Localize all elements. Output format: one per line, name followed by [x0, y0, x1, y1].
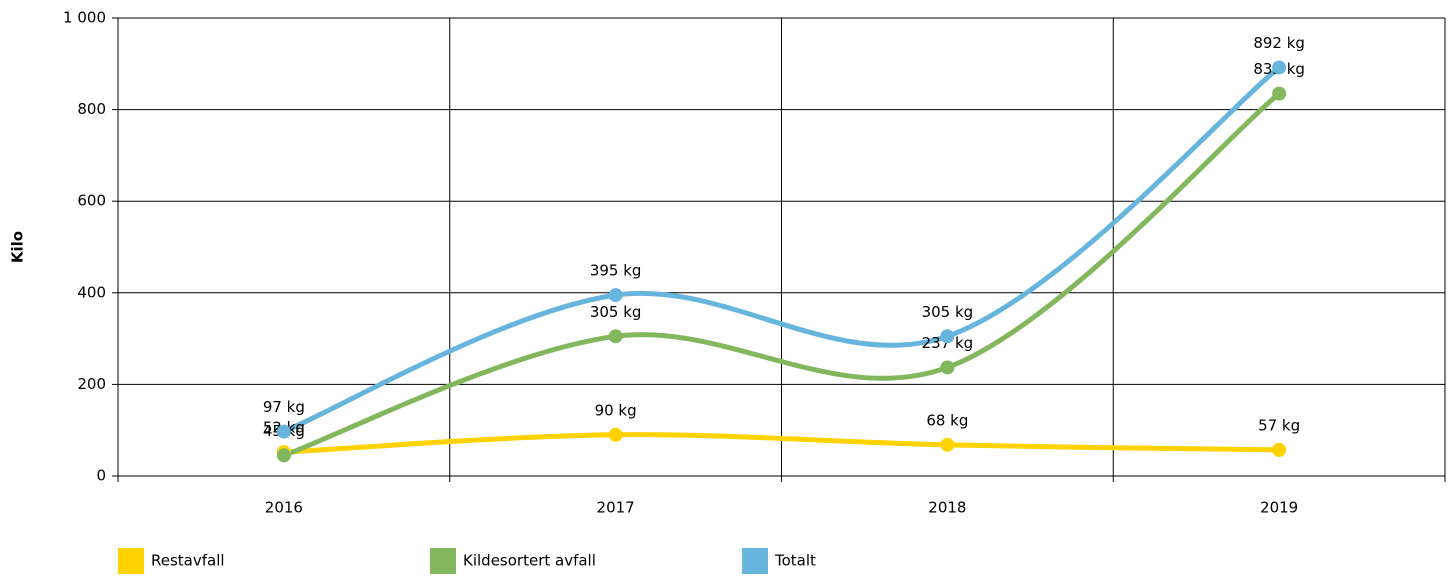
series-line — [283, 91, 1281, 458]
legend-label: Totalt — [774, 552, 816, 570]
data-point — [276, 424, 291, 439]
data-point — [1272, 442, 1287, 457]
data-point — [940, 329, 955, 344]
legend-swatch — [430, 548, 456, 574]
y-tick-label: 400 — [77, 283, 106, 301]
data-label: 57 kg — [1258, 416, 1300, 434]
legend-label: Restavfall — [151, 552, 225, 570]
data-label: 97 kg — [263, 398, 305, 416]
legend-swatch — [118, 548, 144, 574]
x-tick-label: 2016 — [265, 499, 303, 517]
data-point — [1272, 60, 1287, 75]
data-point — [1272, 86, 1287, 101]
legend-swatch — [742, 548, 768, 574]
data-label: 892 kg — [1253, 34, 1305, 52]
data-label: 305 kg — [922, 303, 974, 321]
y-tick-label: 600 — [77, 192, 106, 210]
x-tick-label: 2019 — [1260, 499, 1298, 517]
x-tick-label: 2018 — [928, 499, 966, 517]
legend-label: Kildesortert avfall — [463, 552, 596, 570]
series-line — [282, 65, 1281, 434]
data-point — [940, 360, 955, 375]
data-point — [608, 427, 623, 442]
data-label: 68 kg — [926, 411, 968, 429]
y-axis-label: Kilo — [9, 231, 27, 263]
y-tick-label: 0 — [96, 467, 106, 485]
x-tick-label: 2017 — [597, 499, 635, 517]
data-point — [608, 288, 623, 303]
data-point — [940, 437, 955, 452]
y-tick-label: 1 000 — [63, 9, 106, 27]
y-tick-label: 800 — [77, 100, 106, 118]
data-point — [608, 329, 623, 344]
data-label: 395 kg — [590, 262, 642, 280]
y-tick-label: 200 — [77, 375, 106, 393]
data-label: 90 kg — [595, 401, 637, 419]
data-point — [276, 448, 291, 463]
series-line — [283, 432, 1280, 455]
data-label: 305 kg — [590, 303, 642, 321]
